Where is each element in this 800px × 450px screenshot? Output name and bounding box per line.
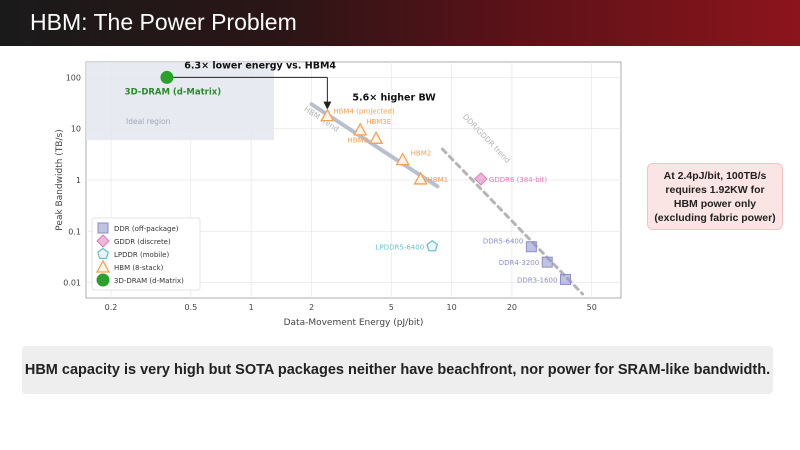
y-tick-label: 0.1 [68, 227, 81, 236]
point-label: 3D-DRAM (d-Matrix) [125, 87, 222, 97]
data-point [474, 172, 488, 186]
summary-banner: HBM capacity is very high but SOTA packa… [22, 346, 773, 394]
point-label: HBM4 (projected) [333, 108, 395, 116]
y-tick-label: 0.01 [63, 279, 81, 288]
legend-entry: GDDR (discrete) [114, 238, 171, 246]
legend: DDR (off-package) GDDR (discrete) LPDDR (m… [91, 217, 201, 291]
energy-annotation-text: 6.3× lower energy vs. HBM4 [184, 60, 336, 71]
y-tick-label: 100 [66, 73, 81, 82]
data-point [559, 273, 571, 285]
point-label: GDDR6 (384-bit) [489, 176, 547, 184]
data-point [96, 234, 110, 248]
legend-entry: 3D-DRAM (d-Matrix) [114, 277, 184, 285]
x-tick-label: 0.5 [184, 303, 197, 312]
title-bar: HBM: The Power Problem [0, 0, 800, 46]
data-point [541, 256, 553, 268]
point-label: DDR4-3200 [499, 259, 539, 267]
data-point [160, 70, 174, 84]
y-tick-label: 10 [71, 125, 81, 134]
bandwidth-annotation-text: 5.6× higher BW [352, 92, 436, 103]
data-point [97, 222, 109, 234]
x-tick-label: 2 [309, 303, 314, 312]
x-axis-label: Data-Movement Energy (pJ/bit) [284, 318, 424, 328]
x-tick-label: 0.2 [105, 303, 118, 312]
x-tick-label: 50 [587, 303, 597, 312]
data-point [368, 130, 384, 144]
power-callout: At 2.4pJ/bit, 100TB/s requires 1.92KW fo… [647, 163, 783, 230]
data-point [395, 152, 410, 166]
data-point [97, 247, 109, 260]
ideal-region [86, 62, 274, 141]
legend-box [91, 217, 201, 291]
data-point [320, 108, 335, 122]
point-label: HBM2 [411, 150, 432, 158]
bandwidth-energy-chart: Ideal region 0.2 0.5 1 2 5 10 20 50 0.01 0.1 1 10 100… [55, 60, 622, 328]
point-label: HBM3E [366, 118, 391, 126]
data-point [426, 239, 439, 252]
data-point [96, 273, 110, 287]
y-axis-label: Peak Bandwidth (TB/s) [55, 129, 65, 230]
point-label: DDR5-6400 [483, 238, 523, 246]
x-tick-label: 5 [389, 303, 394, 312]
point-label: LPDDR5-6400 [376, 243, 425, 251]
x-tick-label: 10 [447, 303, 457, 312]
point-label: HBM1 [428, 176, 449, 184]
data-point [525, 241, 537, 253]
y-tick-label: 1 [76, 176, 81, 185]
legend-entry: HBM (8-stack) [114, 264, 164, 272]
legend-entry: DDR (off-package) [114, 225, 179, 233]
ideal-region-label: Ideal region [126, 117, 171, 126]
legend-entry: LPDDR (mobile) [114, 251, 169, 259]
slide-title: HBM: The Power Problem [30, 9, 297, 35]
point-label: HBM3 [348, 136, 369, 144]
ddr-trend-line [440, 147, 585, 296]
point-label: DDR3-1600 [517, 276, 557, 284]
grid-lines [86, 62, 621, 298]
x-tick-label: 1 [249, 303, 254, 312]
data-point [353, 122, 368, 136]
data-point [95, 259, 111, 273]
x-tick-label: 20 [507, 303, 517, 312]
data-point [413, 171, 428, 185]
